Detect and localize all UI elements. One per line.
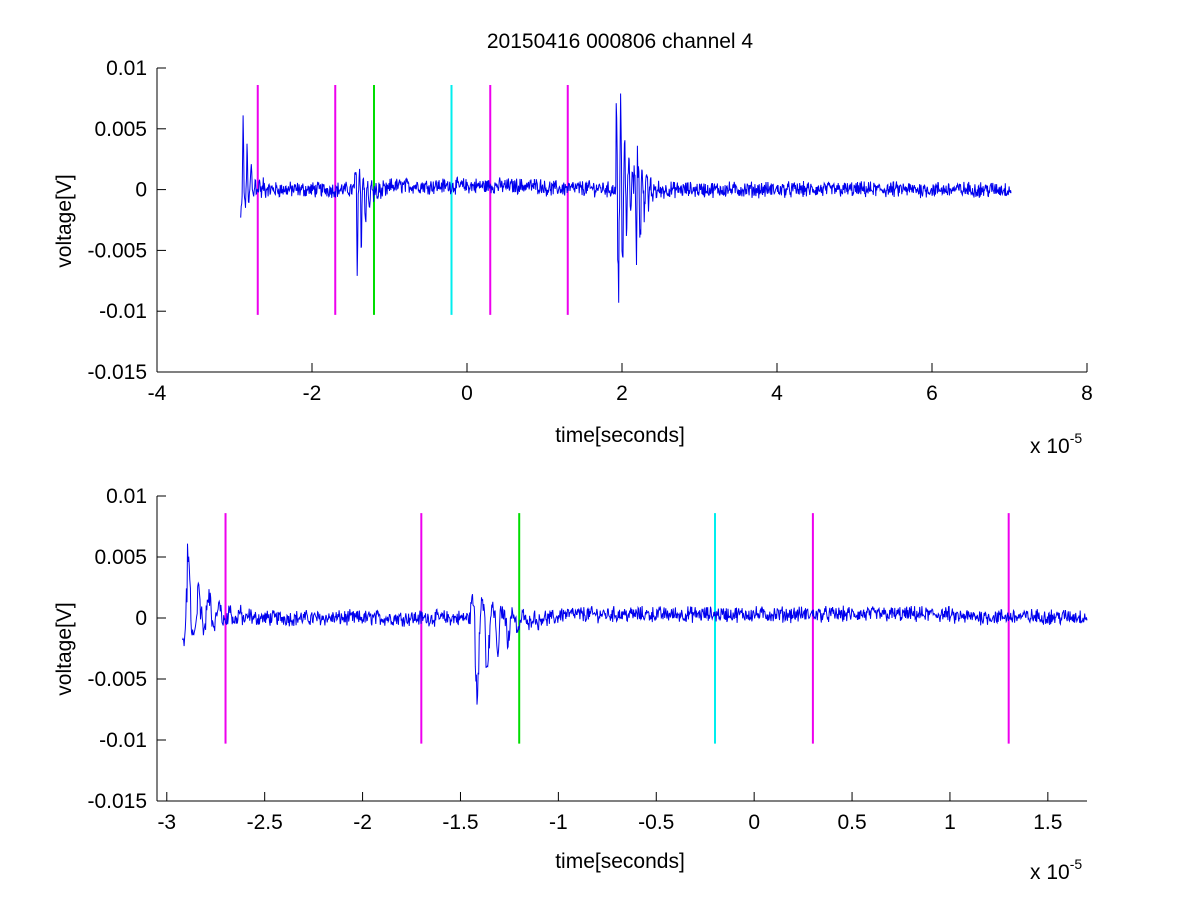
top-x-multiplier: x 10-5 xyxy=(1030,430,1082,458)
bot-y-tick-label: -0.005 xyxy=(87,668,147,691)
bottom-x-ticks: -3 -2.5 -2 -1.5 -1 -0.5 0 0.5 1 1.5 xyxy=(157,792,1062,834)
bot-x-tick-label: 1.5 xyxy=(1033,811,1062,834)
top-x-tick-label: 0 xyxy=(461,382,473,405)
top-signal-trace xyxy=(240,93,1012,303)
bot-y-tick-label: -0.01 xyxy=(99,729,147,752)
plot-bottom: -3 -2.5 -2 -1.5 -1 -0.5 0 0.5 1 1.5 0.01 0.005 0 -0.… xyxy=(53,485,1088,884)
top-x-tick-label: -2 xyxy=(303,382,322,405)
bot-x-tick-label: -3 xyxy=(157,811,176,834)
bot-y-tick-label: 0.01 xyxy=(106,485,147,508)
bot-x-tick-label: -2 xyxy=(353,811,372,834)
bottom-y-ticks: 0.01 0.005 0 -0.005 -0.01 -0.015 xyxy=(87,485,166,813)
bottom-x-axis-label: time[seconds] xyxy=(555,850,685,873)
top-x-tick-label: 6 xyxy=(926,382,938,405)
bot-x-tick-label: -1 xyxy=(549,811,568,834)
bottom-x-multiplier-exponent: -5 xyxy=(1070,856,1083,872)
bot-y-tick-label: -0.015 xyxy=(87,790,147,813)
top-x-multiplier-exponent: -5 xyxy=(1070,430,1083,446)
top-y-axis-label: voltage[V] xyxy=(53,174,76,267)
bot-x-tick-label: 0 xyxy=(748,811,760,834)
top-x-tick-label: 8 xyxy=(1081,382,1093,405)
bottom-axes-frame xyxy=(156,496,1087,802)
bot-signal-trace xyxy=(182,543,1088,705)
top-x-tick-label: 2 xyxy=(616,382,628,405)
bot-x-tick-label: -0.5 xyxy=(638,811,674,834)
top-y-tick-label: -0.01 xyxy=(99,300,147,323)
top-y-ticks: 0.01 0.005 0 -0.005 -0.01 -0.015 xyxy=(87,57,166,384)
bot-x-tick-label: -2.5 xyxy=(247,811,283,834)
top-x-tick-label: -4 xyxy=(148,382,167,405)
top-y-tick-label: 0.01 xyxy=(106,57,147,80)
top-y-tick-label: 0.005 xyxy=(94,118,147,141)
bot-x-tick-label: 1 xyxy=(944,811,956,834)
top-y-tick-label: -0.015 xyxy=(87,361,147,384)
bottom-markers xyxy=(224,513,1010,744)
bottom-x-multiplier-base: x 10 xyxy=(1030,861,1070,884)
top-y-tick-label: -0.005 xyxy=(87,239,147,262)
top-x-ticks: -4 -2 0 2 4 6 8 xyxy=(148,363,1093,405)
top-y-tick-label: 0 xyxy=(135,179,147,202)
bottom-signal xyxy=(182,543,1088,705)
top-markers xyxy=(256,85,569,315)
chart-title: 20150416 000806 channel 4 xyxy=(487,30,754,53)
top-signal xyxy=(240,93,1012,303)
top-x-multiplier-base: x 10 xyxy=(1030,435,1070,458)
top-x-axis-label: time[seconds] xyxy=(555,424,685,447)
plot-top: -4 -2 0 2 4 6 8 0.01 0.005 0 -0.005 -0.01 -0.015 ti… xyxy=(53,57,1093,458)
bot-x-tick-label: -1.5 xyxy=(442,811,478,834)
bot-y-tick-label: 0 xyxy=(135,607,147,630)
bot-y-tick-label: 0.005 xyxy=(94,546,147,569)
top-x-tick-label: 4 xyxy=(771,382,783,405)
bottom-x-multiplier: x 10-5 xyxy=(1030,856,1082,884)
bot-x-tick-label: 0.5 xyxy=(837,811,866,834)
bottom-y-axis-label: voltage[V] xyxy=(53,602,76,695)
